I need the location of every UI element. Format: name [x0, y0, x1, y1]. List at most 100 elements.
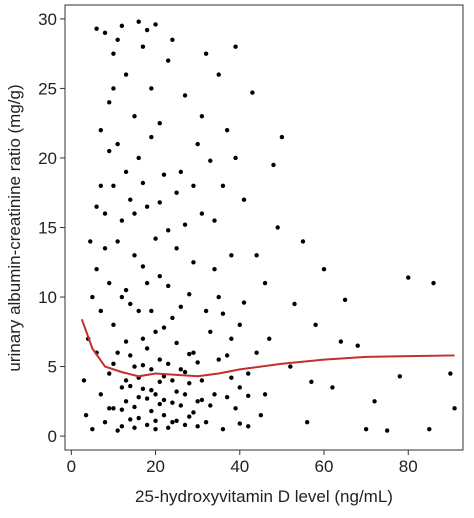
data-point: [144, 422, 150, 428]
data-point: [220, 183, 226, 188]
data-point: [140, 44, 146, 49]
data-point: [174, 389, 179, 394]
data-point: [144, 280, 150, 286]
data-point: [107, 371, 112, 376]
data-point: [102, 246, 108, 251]
data-point: [98, 392, 103, 397]
data-point: [144, 396, 150, 401]
data-point: [187, 351, 192, 357]
data-point: [132, 404, 137, 410]
data-point: [229, 253, 234, 258]
data-point: [224, 353, 230, 358]
data-point: [254, 350, 259, 355]
data-point: [195, 399, 200, 404]
data-point: [128, 197, 133, 202]
data-point: [102, 30, 108, 36]
data-point: [170, 37, 175, 42]
data-point: [237, 322, 242, 328]
data-point: [165, 283, 171, 289]
data-point: [233, 155, 238, 161]
data-point: [182, 93, 188, 98]
data-point: [199, 114, 205, 119]
data-point: [94, 267, 99, 272]
y-tick-label: 30: [38, 10, 57, 29]
data-point: [149, 408, 154, 414]
data-point: [111, 406, 116, 411]
data-point: [195, 141, 200, 147]
data-point: [178, 169, 184, 175]
data-point: [208, 403, 213, 408]
data-point: [246, 393, 251, 398]
data-point: [153, 236, 158, 241]
data-point: [165, 58, 171, 63]
data-point: [161, 413, 167, 418]
data-point: [199, 397, 205, 403]
data-point: [254, 253, 259, 258]
data-point: [115, 239, 120, 244]
data-point: [132, 114, 137, 119]
x-tick-label: 0: [67, 457, 76, 476]
data-point: [128, 383, 133, 389]
data-point: [170, 400, 175, 405]
data-point: [132, 425, 137, 430]
data-point: [191, 183, 196, 188]
data-point: [363, 426, 369, 432]
data-point: [90, 426, 95, 432]
data-point: [397, 374, 403, 379]
data-point: [182, 422, 188, 428]
data-point: [123, 287, 129, 293]
data-point: [187, 381, 192, 386]
data-point: [136, 19, 141, 24]
data-point: [111, 86, 116, 91]
data-point: [275, 225, 280, 230]
data-point: [153, 426, 158, 432]
data-point: [292, 301, 297, 307]
data-point: [216, 294, 221, 300]
data-point: [187, 414, 192, 419]
data-point: [119, 407, 125, 412]
data-point: [246, 424, 251, 429]
data-point: [199, 211, 205, 216]
data-point: [119, 385, 125, 390]
data-point: [165, 361, 171, 366]
data-point: [123, 399, 129, 404]
data-point: [140, 180, 146, 186]
data-point: [119, 424, 125, 429]
y-tick-label: 10: [38, 288, 57, 307]
data-point: [98, 308, 103, 314]
x-tick-label: 80: [399, 457, 418, 476]
data-point: [144, 204, 150, 209]
data-point: [153, 418, 158, 423]
data-point: [178, 304, 184, 309]
data-point: [313, 322, 318, 328]
data-point: [372, 399, 377, 404]
data-point: [406, 275, 411, 280]
data-point: [182, 392, 188, 397]
data-point: [115, 428, 120, 433]
data-point: [174, 340, 179, 346]
data-point: [174, 418, 179, 423]
data-point: [178, 367, 184, 372]
data-point: [88, 239, 93, 244]
data-point: [123, 169, 129, 175]
data-point: [233, 44, 238, 49]
data-point: [165, 228, 171, 233]
data-point: [140, 386, 146, 392]
data-point: [102, 211, 108, 216]
data-point: [300, 239, 306, 244]
data-point: [427, 426, 432, 432]
data-point: [237, 421, 242, 426]
data-point: [241, 300, 247, 305]
data-point: [157, 273, 162, 279]
data-point: [208, 329, 213, 334]
data-point: [98, 127, 103, 133]
data-point: [161, 397, 167, 403]
y-tick-label: 5: [48, 358, 57, 377]
data-point: [157, 121, 162, 126]
data-point: [98, 183, 103, 188]
data-point: [212, 392, 217, 397]
data-point: [149, 308, 154, 314]
data-point: [157, 357, 162, 362]
y-tick-label: 0: [48, 427, 57, 446]
